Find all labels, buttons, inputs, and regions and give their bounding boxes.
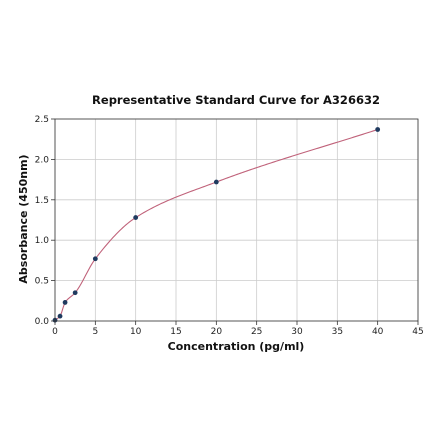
- data-point: [92, 256, 98, 262]
- data-point: [57, 313, 63, 319]
- y-tick-label: 1.5: [35, 196, 49, 206]
- grid: [54, 118, 419, 322]
- x-axis-ticks: 0 5 10 15 20 25 30 35 40 45: [52, 321, 424, 337]
- y-tick-label: 0.5: [35, 277, 49, 287]
- data-point: [72, 290, 78, 296]
- y-tick-label: 0.0: [35, 317, 50, 327]
- y-tick-label: 1.0: [35, 236, 50, 246]
- data-point: [375, 127, 381, 132]
- x-axis-label: Concentration (pg/ml): [168, 340, 305, 353]
- data-point: [62, 300, 68, 305]
- x-tick-label: 45: [412, 327, 423, 337]
- y-axis-ticks: 0.0 0.5 1.0 1.5 2.0 2.5: [35, 115, 55, 327]
- x-tick-label: 5: [92, 327, 98, 337]
- x-tick-label: 15: [170, 327, 181, 337]
- x-tick-label: 10: [130, 327, 142, 337]
- y-tick-label: 2.5: [35, 115, 49, 125]
- chart-title: Representative Standard Curve for A32663…: [92, 93, 380, 107]
- y-axis-label: Absorbance (450nm): [17, 154, 30, 283]
- x-tick-label: 0: [52, 327, 58, 337]
- y-tick-label: 2.0: [35, 155, 50, 165]
- x-tick-label: 30: [291, 327, 303, 337]
- plot-frame: [54, 118, 419, 322]
- x-tick-label: 20: [211, 327, 223, 337]
- data-point: [133, 215, 139, 220]
- x-tick-label: 35: [332, 327, 343, 337]
- data-point: [213, 179, 219, 185]
- x-tick-label: 40: [372, 327, 384, 337]
- x-tick-label: 25: [251, 327, 262, 337]
